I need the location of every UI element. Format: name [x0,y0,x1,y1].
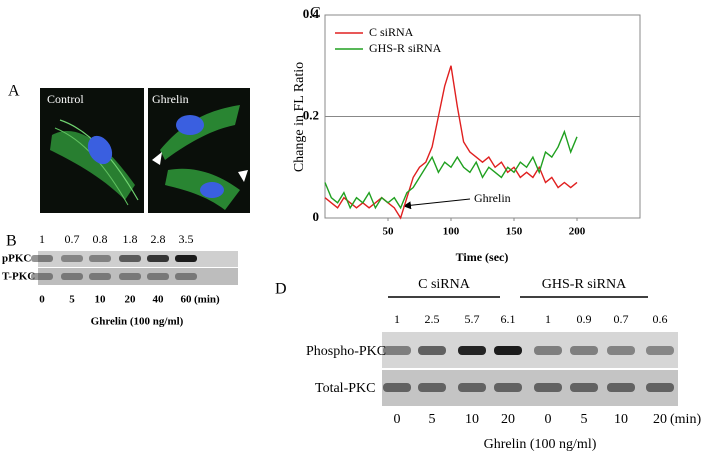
blot-band [383,346,411,355]
blot-band [646,383,674,392]
panel-letter: A [8,83,20,100]
row-label: pPKC [2,253,31,265]
x-tick-label: 50 [383,226,395,238]
blot-band [418,383,446,392]
micrograph-control [40,88,144,213]
axis-label: Ghrelin (100 ng/ml) [484,437,597,452]
row-label: T-PKC [2,271,35,283]
ratio-label: 1 [394,312,400,326]
panel-letter: D [275,281,287,298]
ratio-label: 1 [39,232,45,246]
time-label: 40 [153,294,165,306]
blot-band [31,255,53,262]
blot-band [494,346,522,355]
row-label: Total-PKC [315,381,375,396]
time-label: 5 [429,412,436,427]
ratio-label: 0.7 [614,312,629,326]
y-axis-label: Change in FL Ratio [292,62,307,172]
y-tick-label: 0.4 [303,6,320,21]
blot-band [175,273,197,280]
panel-letter: B [6,233,17,250]
blot-band [89,273,111,280]
blot-band [607,346,635,355]
blot-band [31,273,53,280]
x-tick-label: 100 [443,226,460,238]
x-tick-label: 150 [506,226,523,238]
blot-band [607,383,635,392]
blot-band [89,255,111,262]
annotation-arrow [403,198,471,210]
image-label: Control [47,92,84,106]
time-label: 10 [614,412,628,427]
y-tick-label: 0 [313,209,320,224]
image-label: Ghrelin [152,92,189,106]
time-label: 60 [181,294,193,306]
legend-label: C siRNA [369,25,414,39]
blot-band [534,346,562,355]
ratio-label: 0.7 [65,232,80,246]
blot-band [119,255,141,262]
ratio-label: 6.1 [501,312,516,326]
annotation: Ghrelin [474,191,511,205]
time-label: 5 [69,294,75,306]
ratio-label: 2.8 [151,232,166,246]
blot-band [147,273,169,280]
blot-band [570,346,598,355]
legend-label: GHS-R siRNA [369,41,442,55]
blot-band [119,273,141,280]
row-label: Phospho-PKC [306,344,386,359]
ratio-label: 1 [545,312,551,326]
line-series [324,129,578,210]
ratio-label: 2.5 [425,312,440,326]
y-tick-label: 0.2 [303,107,319,122]
time-label: 20 [653,412,667,427]
blot-band [646,346,674,355]
time-label: 5 [581,412,588,427]
ratio-label: 0.8 [93,232,108,246]
blot-band [418,346,446,355]
blot-band [61,273,83,280]
time-label: 20 [501,412,515,427]
ratio-label: 0.9 [577,312,592,326]
blot-band [458,383,486,392]
line-series [324,65,578,220]
ratio-label: 1.8 [123,232,138,246]
group-label: GHS-R siRNA [542,277,627,292]
time-label: 0 [394,412,401,427]
ratio-label: 5.7 [465,312,480,326]
time-label: 20 [125,294,137,306]
blot-band [534,383,562,392]
panel-letter: C [310,5,321,22]
blot-band [175,255,197,262]
time-label: 10 [465,412,479,427]
x-axis-label: Time (sec) [456,250,509,264]
micrograph-ghrelin [148,88,250,213]
time-label: 0 [39,294,45,306]
x-tick-label: 200 [569,226,586,238]
blot-band [494,383,522,392]
ratio-label: 3.5 [179,232,194,246]
blot-band [61,255,83,262]
blot-band [383,383,411,392]
blot-band [458,346,486,355]
group-label: C siRNA [418,277,471,292]
time-unit: (min) [670,412,701,427]
time-label: 0 [545,412,552,427]
time-label: 10 [95,294,107,306]
blot-band [147,255,169,262]
blot-band [570,383,598,392]
axis-label: Ghrelin (100 ng/ml) [91,316,184,328]
ratio-label: 0.6 [653,312,668,326]
time-unit: (min) [194,294,220,306]
